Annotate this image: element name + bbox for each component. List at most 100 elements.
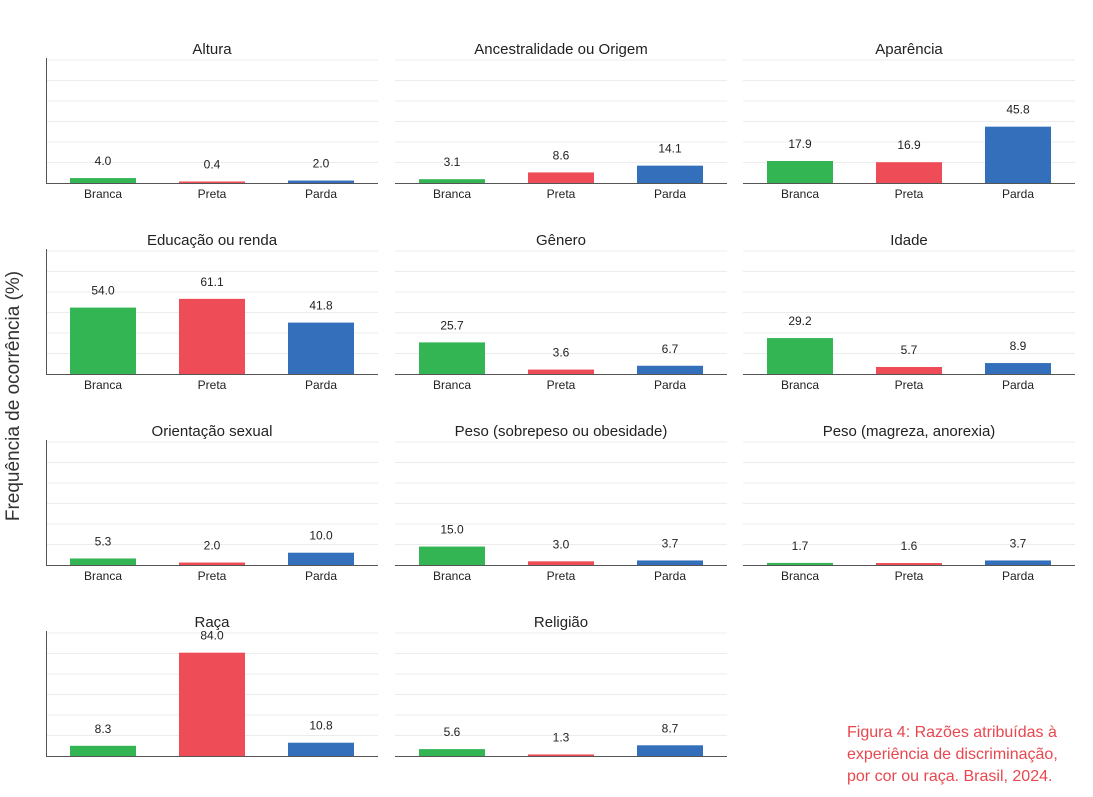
tick-label: Branca [781,569,819,583]
bar-branca [419,546,485,565]
data-label: 25.7 [440,318,464,332]
tick-label: Branca [781,378,819,392]
data-label: 84.0 [200,629,224,643]
bar-preta [179,562,245,565]
tick-label: Preta [547,187,576,201]
bar-parda [288,322,354,374]
panel-title: Peso (magreza, anorexia) [823,423,996,440]
panel-title: Orientação sexual [152,423,273,440]
tick-label: Parda [305,378,337,392]
tick-label: Branca [433,760,471,774]
data-label: 3.7 [1010,536,1027,550]
data-label: 3.0 [553,537,570,551]
bar-branca [767,160,833,183]
tick-label: Branca [84,378,122,392]
tick-label: Preta [895,187,924,201]
y-axis-label: Frequência de ocorrência (%) [3,270,24,522]
panel-peso-magreza-anorexia: Peso (magreza, anorexia) 1.7 Branca 1.6 Pret… [743,423,1075,583]
data-label: 2.0 [204,539,221,553]
data-label: 61.1 [200,275,224,289]
panel-ancestralidade-ou-origem: Ancestralidade ou Origem 3.1 Branca 8.6 Pret… [395,41,727,201]
data-label: 0.4 [204,158,221,172]
data-label: 3.1 [444,155,461,169]
bar-preta [179,652,245,756]
data-label: 16.9 [897,138,921,152]
bar-parda [637,365,703,374]
bar-branca [767,562,833,565]
panel-title: Altura [192,41,232,58]
data-label: 6.7 [662,342,679,356]
panel-title: Ancestralidade ou Origem [474,41,647,58]
panel-genero: Gênero 25.7 Branca 3.6 Preta 6.7 Parda [395,232,727,392]
tick-label: Branca [84,187,122,201]
data-label: 8.9 [1010,339,1027,353]
panel-educacao-ou-renda: Educação ou renda 54.0 Branca 61.1 Preta 41.8… [46,232,378,392]
bar-preta [528,369,594,374]
panel-title: Peso (sobrepeso ou obesidade) [455,423,668,440]
panel-altura: Altura 4.0 Branca 0.4 Preta 2.0 Parda [46,41,378,201]
bar-branca [419,749,485,756]
data-label: 45.8 [1006,103,1030,117]
bar-preta [179,181,245,183]
bar-preta [876,366,942,374]
tick-label: Preta [895,378,924,392]
data-label: 3.7 [662,536,679,550]
tick-label: Parda [654,187,686,201]
figure-caption: Figura 4: Razões atribuídas à experiênci… [847,724,1058,785]
bar-preta [528,172,594,183]
bar-branca [419,342,485,374]
data-label: 17.9 [788,137,812,151]
bar-preta [876,563,942,565]
panel-idade: Idade 29.2 Branca 5.7 Preta 8.9 Parda [743,232,1075,392]
bar-preta [876,162,942,183]
tick-label: Branca [433,187,471,201]
data-label: 2.0 [313,157,330,171]
bar-parda [637,560,703,565]
bar-branca [70,307,136,374]
panel-title: Idade [890,232,928,249]
tick-label: Branca [433,569,471,583]
panel-title: Aparência [875,41,943,58]
tick-label: Parda [1002,378,1034,392]
data-label: 14.1 [658,142,682,156]
panel-title: Educação ou renda [147,232,278,249]
bar-branca [70,745,136,756]
data-label: 29.2 [788,314,812,328]
tick-label: Preta [547,760,576,774]
bar-parda [985,560,1051,565]
bar-branca [419,179,485,183]
bar-branca [767,338,833,374]
panel-title: Religião [534,614,588,631]
bar-parda [985,363,1051,374]
data-label: 5.7 [901,343,918,357]
bar-preta [528,561,594,565]
data-label: 15.0 [440,523,464,537]
tick-label: Branca [84,760,122,774]
tick-label: Parda [654,760,686,774]
tick-label: Branca [781,187,819,201]
bar-branca [70,178,136,183]
bar-preta [179,298,245,374]
tick-label: Parda [654,569,686,583]
bar-branca [70,558,136,565]
data-label: 41.8 [309,299,333,313]
panel-peso-sobrepeso-ou-obesidade: Peso (sobrepeso ou obesidade) 15.0 Branca 3… [395,423,727,583]
tick-label: Branca [84,569,122,583]
data-label: 8.3 [95,722,112,736]
tick-label: Parda [305,187,337,201]
tick-label: Preta [198,187,227,201]
data-label: 5.6 [444,725,461,739]
data-label: 3.6 [553,346,570,360]
panel-aparencia: Aparência 17.9 Branca 16.9 Preta 45.8 Parda [743,41,1075,201]
panel-title: Gênero [536,232,586,249]
data-label: 1.7 [792,539,809,553]
panel-title: Raça [194,614,230,631]
data-label: 8.7 [662,721,679,735]
data-label: 10.0 [309,529,333,543]
data-label: 4.0 [95,154,112,168]
panel-religiao: Religião 5.6 Branca 1.3 Preta 8.7 Parda [395,614,727,774]
data-label: 8.6 [553,148,570,162]
panel-orientacao-sexual: Orientação sexual 5.3 Branca 2.0 Preta 10.0 Pa… [46,423,378,583]
tick-label: Parda [305,760,337,774]
